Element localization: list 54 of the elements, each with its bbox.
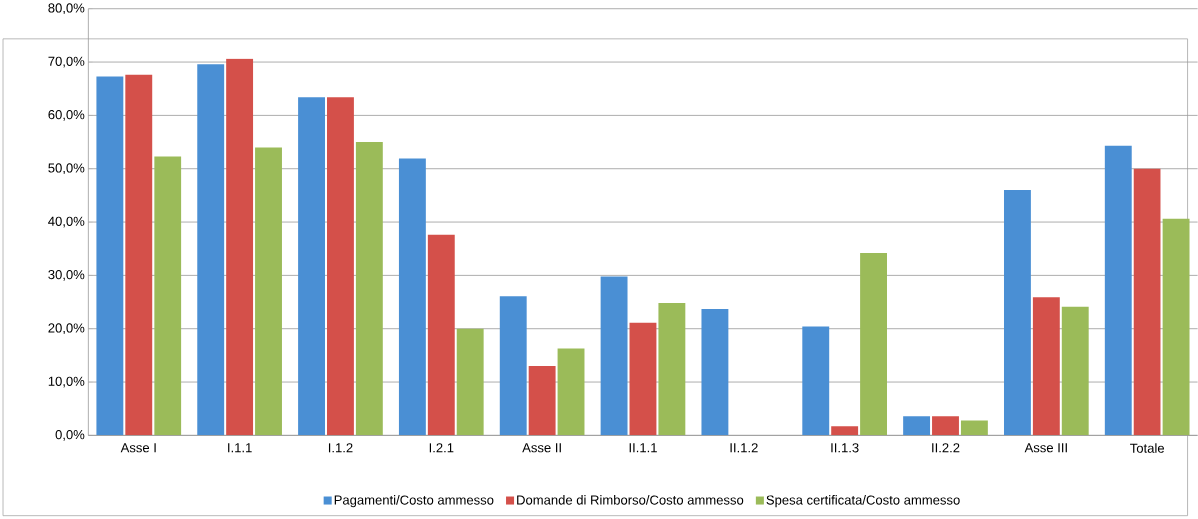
x-tick-label: II.1.2	[730, 443, 758, 453]
x-tick-label: II.1.3	[831, 443, 859, 453]
x-tick-label: II.2.2	[932, 443, 960, 453]
x-tick-label: Totale	[1130, 443, 1165, 453]
bar	[1162, 219, 1190, 436]
bar	[1061, 307, 1089, 436]
bar	[355, 142, 383, 436]
bar	[255, 147, 282, 436]
bar	[528, 366, 556, 436]
legend-label: Spesa certificata/Costo ammesso	[766, 495, 960, 508]
bar	[327, 97, 354, 436]
bar	[1003, 190, 1031, 436]
x-tick-label: II.1.1	[629, 443, 657, 453]
bar	[932, 416, 959, 436]
bar	[1104, 145, 1132, 436]
legend-label: Domande di Rimborso/Costo ammesso	[517, 495, 744, 505]
bar	[860, 253, 887, 436]
y-tick-label: 70,0%	[48, 56, 85, 68]
y-tick-label: 10,0%	[48, 376, 85, 388]
bar	[658, 303, 686, 436]
bar	[226, 59, 254, 436]
y-tick-label: 30,0%	[48, 270, 85, 281]
bar	[298, 97, 325, 436]
bar	[831, 426, 859, 436]
bar	[600, 276, 628, 436]
bar	[499, 296, 527, 436]
bar	[557, 348, 585, 436]
x-tick-label: I.1.1	[228, 443, 252, 453]
bar	[398, 158, 426, 436]
bar	[154, 156, 182, 436]
x-tick-label: I.2.1	[429, 443, 454, 453]
bar	[629, 323, 657, 436]
bar	[456, 328, 484, 436]
y-tick-label: 20,0%	[48, 323, 85, 335]
x-tick-label: Asse II	[522, 443, 561, 453]
bar	[903, 416, 931, 436]
y-tick-label: 60,0%	[48, 110, 85, 121]
bar	[1032, 297, 1060, 436]
bar	[701, 309, 729, 436]
bar	[96, 76, 124, 436]
y-tick-label: 40,0%	[48, 216, 85, 228]
bar	[1133, 168, 1161, 436]
bar	[427, 235, 455, 436]
bar	[125, 75, 153, 436]
x-tick-label: Asse III	[1024, 443, 1067, 453]
y-tick-label: 80,0%	[48, 3, 85, 15]
x-tick-label: I.1.2	[328, 443, 353, 453]
y-tick-label: 0,0%	[55, 430, 85, 441]
x-tick-label: Asse I	[120, 443, 156, 453]
bar	[960, 420, 988, 436]
bar	[197, 64, 225, 436]
legend-label: Pagamenti/Costo ammesso	[334, 495, 494, 508]
bar	[802, 326, 830, 436]
y-tick-label: 50,0%	[48, 163, 85, 175]
